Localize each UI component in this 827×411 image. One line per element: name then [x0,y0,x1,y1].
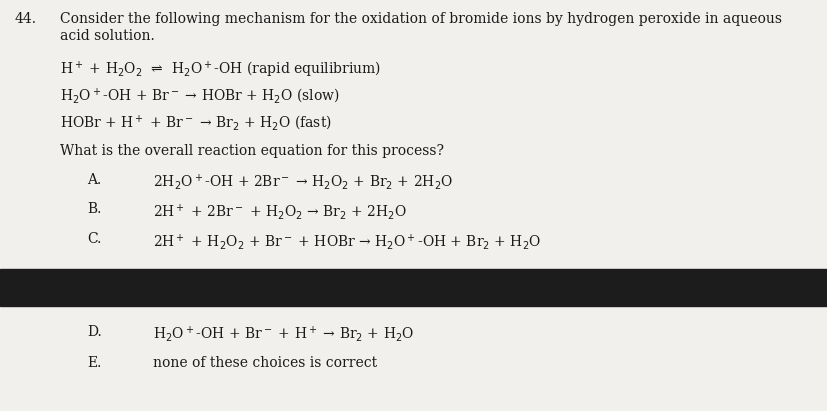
Text: HOBr + H$^+$ + Br$^-$ → Br$_2$ + H$_2$O (fast): HOBr + H$^+$ + Br$^-$ → Br$_2$ + H$_2$O … [60,113,332,132]
Text: A.: A. [87,173,101,187]
Text: H$_2$O$^+$-OH + Br$^-$ + H$^+$ → Br$_2$ + H$_2$O: H$_2$O$^+$-OH + Br$^-$ + H$^+$ → Br$_2$ … [153,325,414,344]
Text: none of these choices is correct: none of these choices is correct [153,356,377,369]
Text: Consider the following mechanism for the oxidation of bromide ions by hydrogen p: Consider the following mechanism for the… [60,12,782,26]
Text: E.: E. [87,356,101,369]
Text: C.: C. [87,232,101,246]
Text: 2H$^+$ + 2Br$^-$ + H$_2$O$_2$ → Br$_2$ + 2H$_2$O: 2H$^+$ + 2Br$^-$ + H$_2$O$_2$ → Br$_2$ +… [153,202,407,222]
Text: H$_2$O$^+$-OH + Br$^-$ → HOBr + H$_2$O (slow): H$_2$O$^+$-OH + Br$^-$ → HOBr + H$_2$O (… [60,86,339,105]
Text: What is the overall reaction equation for this process?: What is the overall reaction equation fo… [60,144,443,158]
Bar [0,269,827,306]
Text: 2H$_2$O$^+$-OH + 2Br$^-$ → H$_2$O$_2$ + Br$_2$ + 2H$_2$O: 2H$_2$O$^+$-OH + 2Br$^-$ → H$_2$O$_2$ + … [153,173,453,192]
Text: B.: B. [87,202,101,216]
Text: H$^+$ + H$_2$O$_2$  ⇌  H$_2$O$^+$-OH (rapid equilibrium): H$^+$ + H$_2$O$_2$ ⇌ H$_2$O$^+$-OH (rapi… [60,60,380,80]
Text: 2H$^+$ + H$_2$O$_2$ + Br$^-$ + HOBr → H$_2$O$^+$-OH + Br$_2$ + H$_2$O: 2H$^+$ + H$_2$O$_2$ + Br$^-$ + HOBr → H$… [153,232,541,252]
Text: 44.: 44. [15,12,37,26]
Text: D.: D. [87,325,102,339]
Text: acid solution.: acid solution. [60,29,155,43]
